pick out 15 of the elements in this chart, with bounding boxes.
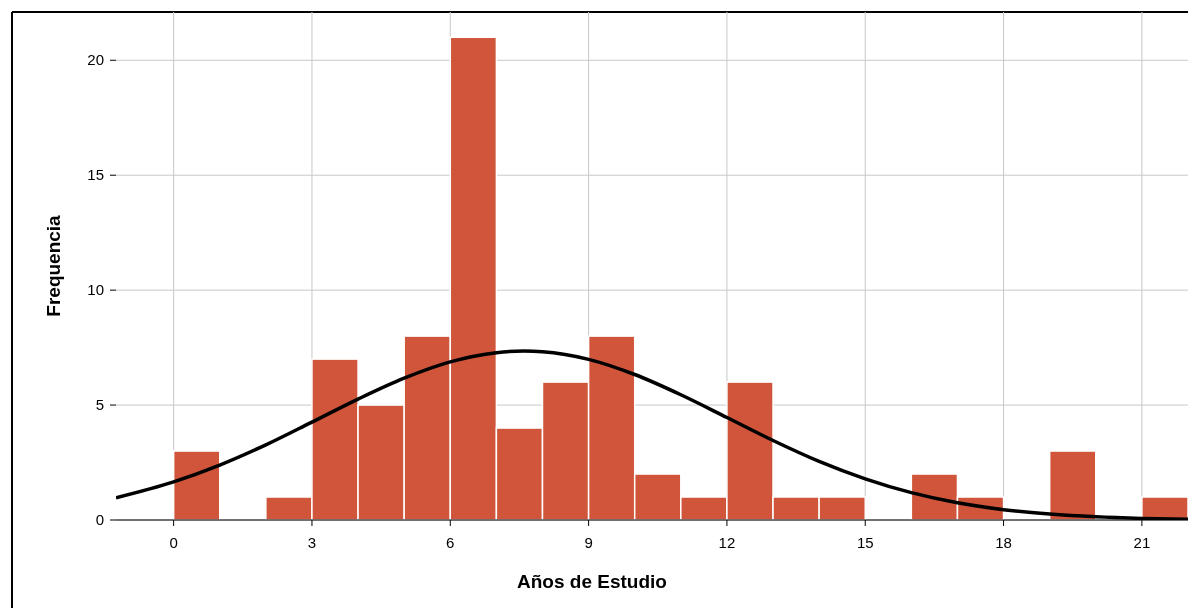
y-tick-label: 10 (87, 281, 104, 299)
x-tick-label: 15 (856, 534, 874, 551)
x-tick-label: 9 (584, 534, 593, 551)
x-tick-label: 0 (169, 534, 178, 551)
y-axis-title: Frequencia (43, 214, 64, 317)
x-tick-label: 6 (446, 534, 455, 551)
y-tick-label: 0 (95, 511, 104, 528)
x-axis-title: Años de Estudio (517, 571, 667, 592)
x-tick-label: 18 (995, 534, 1012, 551)
x-tick-label: 12 (718, 534, 736, 551)
y-tick-label: 15 (87, 166, 104, 184)
y-tick-label: 5 (95, 396, 104, 414)
x-tick-label: 3 (307, 534, 317, 551)
x-tick-label: 21 (1133, 534, 1151, 551)
y-tick-label: 20 (87, 51, 104, 69)
